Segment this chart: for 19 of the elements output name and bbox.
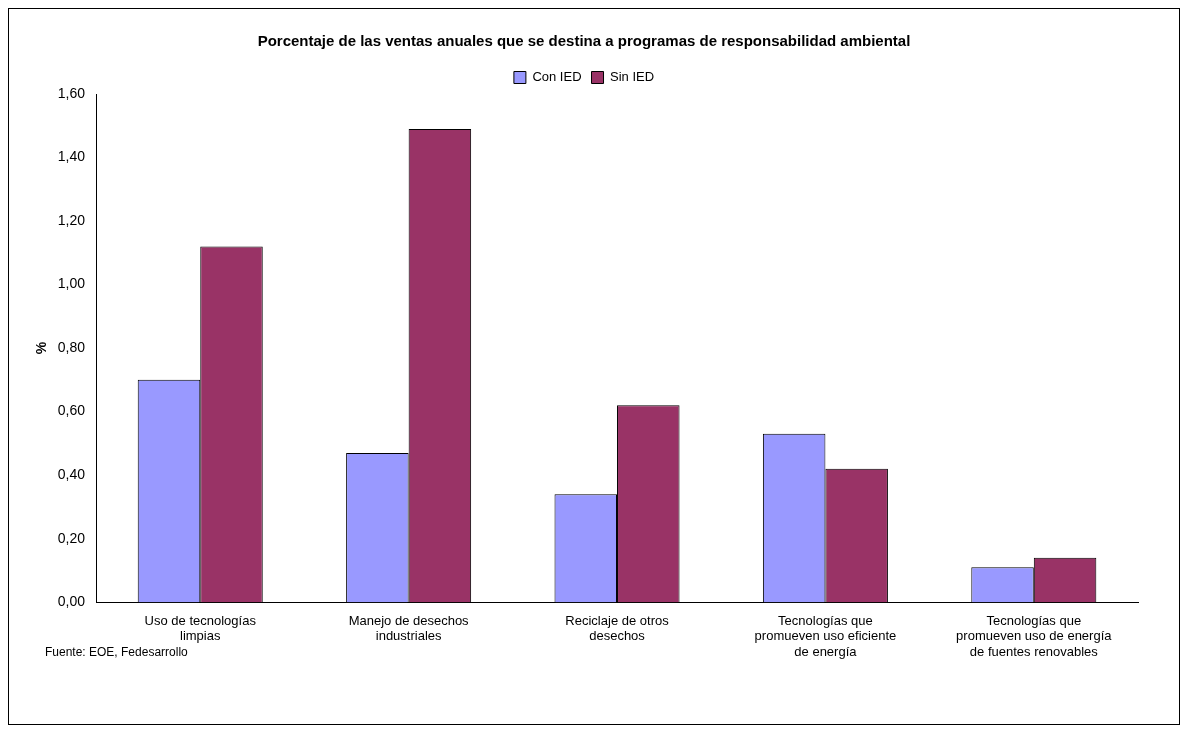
chart-title: Porcentaje de las ventas anuales que se destina a programas de responsabilidad ambiental — [257, 32, 911, 50]
y-axis-title: % — [33, 341, 50, 355]
x-tick-label: Tecnologías que promueven uso eficiente de energía — [754, 612, 897, 659]
y-tick-label: 0,20 — [57, 529, 86, 546]
x-tick-label: Reciclaje de otros desechos — [565, 612, 670, 644]
source-note: Fuente: EOE, Fedesarrollo — [45, 645, 188, 659]
y-tick-label: 1,40 — [57, 148, 86, 165]
legend-label: Con IED — [532, 69, 582, 85]
y-tick-label: 0,60 — [57, 402, 86, 419]
x-tick-label: Manejo de desechos industriales — [348, 612, 470, 644]
y-tick-label: 0,00 — [57, 593, 86, 610]
y-tick-label: 1,00 — [57, 275, 86, 292]
y-tick-label: 0,80 — [57, 338, 86, 355]
y-tick-label: 0,40 — [57, 466, 86, 483]
legend-label: Sin IED — [610, 69, 655, 85]
y-tick-label: 1,20 — [57, 211, 86, 228]
x-tick-label: Uso de tecnologías limpias — [144, 612, 257, 644]
x-tick-label: Tecnologías que promueven uso de energía de fuentes renovables — [956, 612, 1113, 659]
y-tick-label: 1,60 — [57, 84, 86, 101]
